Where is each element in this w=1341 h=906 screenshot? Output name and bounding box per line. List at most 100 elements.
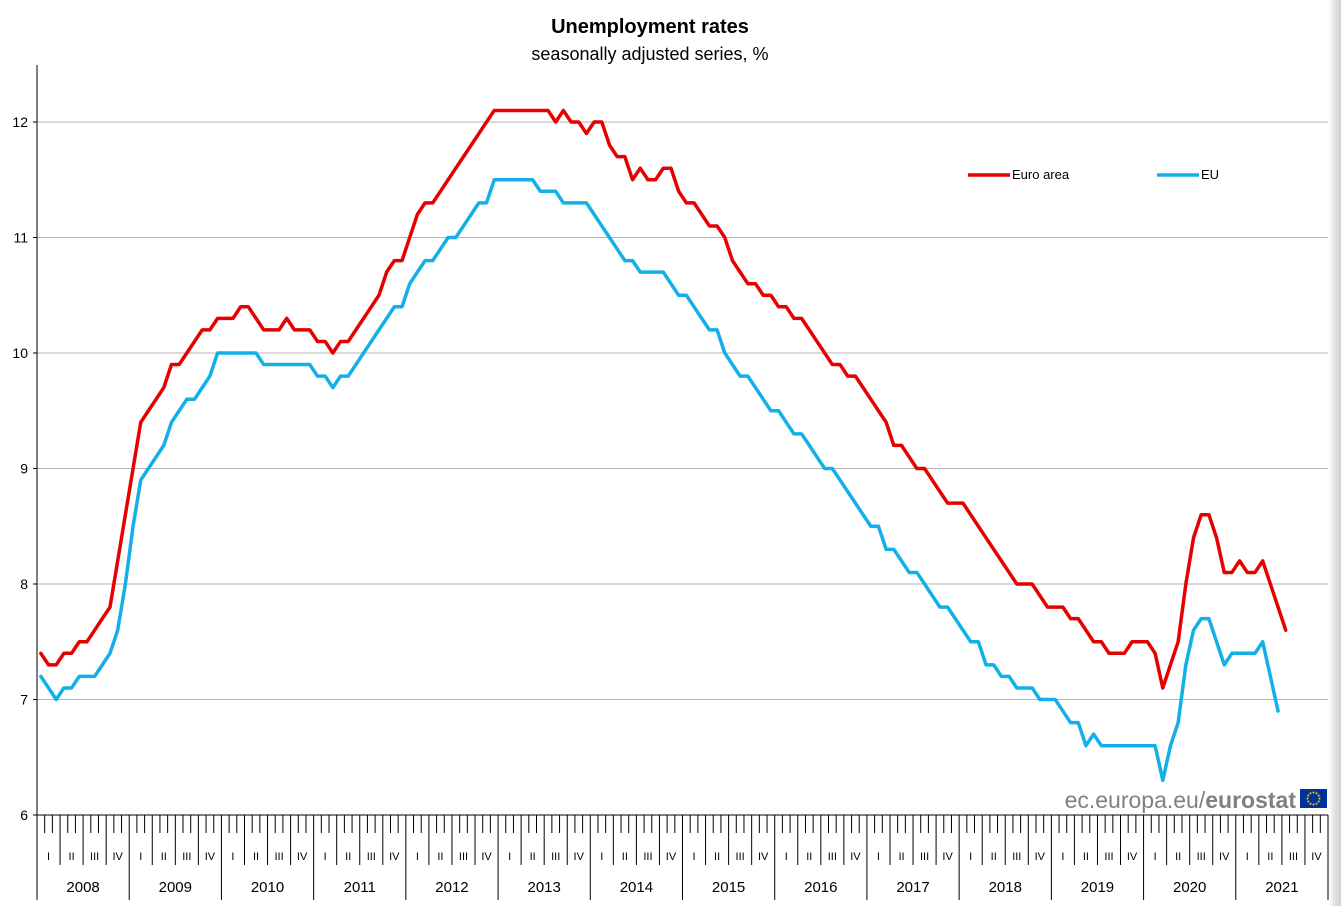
legend-label: Euro area xyxy=(1012,167,1070,182)
quarter-label: I xyxy=(47,851,50,863)
quarter-label: III xyxy=(1012,851,1021,863)
quarter-label: I xyxy=(785,851,788,863)
quarter-label: III xyxy=(182,851,191,863)
quarter-label: III xyxy=(367,851,376,863)
year-label: 2019 xyxy=(1081,879,1114,896)
quarter-label: II xyxy=(437,851,443,863)
eurostat-watermark: ec.europa.eu/eurostat xyxy=(1065,787,1327,813)
series-lines xyxy=(39,108,1288,783)
flag-background xyxy=(1300,789,1327,808)
quarter-label: II xyxy=(69,851,75,863)
flag-star xyxy=(1315,802,1318,805)
year-label: 2020 xyxy=(1173,879,1206,896)
quarter-label: II xyxy=(345,851,351,863)
credit-brand: eurostat xyxy=(1205,787,1296,813)
quarter-label: II xyxy=(991,851,997,863)
quarter-label: III xyxy=(643,851,652,863)
year-label: 2018 xyxy=(989,879,1022,896)
quarter-label: III xyxy=(920,851,929,863)
quarter-label: III xyxy=(459,851,468,863)
year-label: 2021 xyxy=(1265,879,1298,896)
year-label: 2017 xyxy=(896,879,929,896)
quarter-label: II xyxy=(714,851,720,863)
credit-domain: ec.europa.eu/ xyxy=(1065,787,1206,813)
y-tick-label: 12 xyxy=(12,114,28,130)
quarter-label: IV xyxy=(1311,851,1322,863)
y-tick-label: 7 xyxy=(20,692,28,708)
flag-star xyxy=(1318,797,1321,800)
quarter-label: I xyxy=(1246,851,1249,863)
year-label: 2012 xyxy=(435,879,468,896)
quarter-label: I xyxy=(600,851,603,863)
eu-flag-icon xyxy=(1300,789,1327,808)
chart-title: Unemployment rates xyxy=(551,16,749,38)
flag-star xyxy=(1315,792,1318,795)
quarter-label: III xyxy=(828,851,837,863)
year-label: 2014 xyxy=(620,879,653,896)
quarter-label: II xyxy=(1267,851,1273,863)
quarter-label: I xyxy=(877,851,880,863)
quarter-label: II xyxy=(1083,851,1089,863)
quarter-label: II xyxy=(253,851,259,863)
year-label: 2016 xyxy=(804,879,837,896)
quarter-label: I xyxy=(969,851,972,863)
y-tick-label: 9 xyxy=(20,461,28,477)
quarter-label: I xyxy=(1154,851,1157,863)
quarter-label: III xyxy=(1104,851,1113,863)
year-label: 2013 xyxy=(527,879,560,896)
y-tick-label: 10 xyxy=(12,345,28,361)
quarter-label: IV xyxy=(205,851,216,863)
series-line-eu xyxy=(39,178,1280,783)
series-line-euro-area xyxy=(39,108,1288,690)
quarter-label: IV xyxy=(574,851,585,863)
flag-star xyxy=(1309,792,1312,795)
quarter-label: IV xyxy=(850,851,861,863)
quarter-label: I xyxy=(139,851,142,863)
flag-star xyxy=(1317,800,1320,803)
year-label: 2010 xyxy=(251,879,284,896)
year-label: 2009 xyxy=(159,879,192,896)
quarter-label: III xyxy=(1197,851,1206,863)
quarter-label: III xyxy=(551,851,560,863)
quarter-label: IV xyxy=(297,851,308,863)
quarter-label: IV xyxy=(1219,851,1230,863)
y-tick-label: 11 xyxy=(13,230,28,246)
quarter-label: IV xyxy=(1035,851,1046,863)
flag-star xyxy=(1307,800,1310,803)
flag-star xyxy=(1307,794,1310,797)
quarter-label: I xyxy=(324,851,327,863)
quarter-label: I xyxy=(508,851,511,863)
quarter-label: II xyxy=(898,851,904,863)
quarter-label: IV xyxy=(389,851,400,863)
quarter-label: IV xyxy=(481,851,492,863)
quarter-label: I xyxy=(1061,851,1064,863)
gridlines xyxy=(37,121,1328,700)
y-tick-label: 6 xyxy=(20,807,28,823)
flag-star xyxy=(1306,797,1309,800)
quarter-label: II xyxy=(530,851,536,863)
quarter-label: I xyxy=(416,851,419,863)
quarter-label: I xyxy=(231,851,234,863)
year-label: 2008 xyxy=(66,879,99,896)
quarter-label: II xyxy=(622,851,628,863)
quarter-label: I xyxy=(692,851,695,863)
legend-label: EU xyxy=(1201,167,1219,182)
quarter-label: III xyxy=(736,851,745,863)
flag-star xyxy=(1309,802,1312,805)
quarter-label: III xyxy=(90,851,99,863)
year-label: 2011 xyxy=(344,879,376,896)
eurostat-credit: ec.europa.eu/eurostat xyxy=(1065,787,1297,813)
window-edge xyxy=(1329,0,1341,906)
quarter-label: IV xyxy=(758,851,769,863)
year-label: 2015 xyxy=(712,879,745,896)
chart-subtitle: seasonally adjusted series, % xyxy=(531,44,769,64)
quarter-label: IV xyxy=(112,851,123,863)
quarter-label: II xyxy=(806,851,812,863)
quarter-label: II xyxy=(1175,851,1181,863)
flag-star xyxy=(1312,791,1315,794)
quarter-label: II xyxy=(161,851,167,863)
quarter-label: IV xyxy=(666,851,677,863)
